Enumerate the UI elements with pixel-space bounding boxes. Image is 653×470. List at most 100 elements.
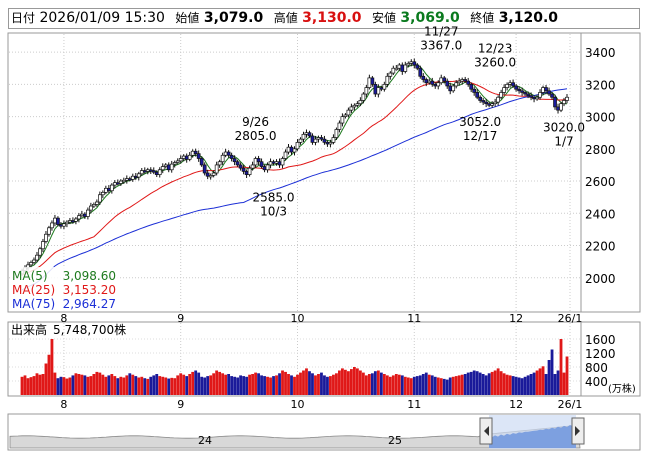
candle-up <box>385 75 390 85</box>
volume-bar <box>293 376 296 395</box>
candle-down <box>373 84 378 95</box>
volume-bar <box>92 374 96 395</box>
candle-down <box>142 170 147 173</box>
volume-bar <box>131 374 135 395</box>
candle-up <box>101 191 105 196</box>
candle-up <box>65 221 69 225</box>
candle-up <box>541 87 545 93</box>
candle-up <box>340 116 345 124</box>
volume-bar <box>86 376 90 395</box>
candle-up <box>211 172 216 176</box>
volume-bar <box>487 373 491 395</box>
candle-up <box>292 148 297 153</box>
volume-bar <box>433 376 437 395</box>
price-panel <box>7 32 582 313</box>
candle-up <box>313 138 318 143</box>
candle-up <box>397 64 402 69</box>
candle-up <box>505 84 509 88</box>
candle-down <box>325 142 330 145</box>
volume-bar <box>430 375 434 395</box>
candle-down <box>514 85 518 90</box>
price-axis-panel <box>580 32 641 313</box>
candle-up <box>349 106 354 111</box>
volume-bar <box>520 378 524 395</box>
volume-bar <box>161 376 165 395</box>
low-value: 3,069.0 <box>400 10 460 26</box>
candle-up <box>499 92 503 98</box>
candle-down <box>244 171 249 175</box>
date-tick-label: 26/1 <box>558 312 583 325</box>
volume-bar <box>484 375 488 395</box>
volume-bar <box>388 376 392 395</box>
volume-bar <box>311 373 314 395</box>
volume-bar <box>32 376 36 395</box>
volume-title: 出来高 5,748,700株 <box>11 322 126 337</box>
candle-up <box>268 161 273 166</box>
candle-down <box>418 67 423 77</box>
candle-down <box>199 158 204 166</box>
candle-down <box>133 175 138 179</box>
volume-tick-label: 1200 <box>585 347 616 361</box>
volume-bar <box>397 374 401 395</box>
volume-bar <box>143 378 147 395</box>
volume-bar <box>475 371 479 395</box>
candle-up <box>388 72 393 77</box>
ma-legend: MA(5) 3,098.60 MA(25) 3,153.20 MA(75) 2,964.2… <box>10 267 118 311</box>
volume-bar <box>269 377 272 395</box>
volume-bar <box>125 375 129 395</box>
candle-up <box>304 132 309 135</box>
volume-bar <box>448 377 452 395</box>
candle-up <box>145 169 150 172</box>
volume-bar <box>385 375 389 395</box>
volume-bar <box>344 369 347 395</box>
candle-up <box>208 175 213 178</box>
candle-up <box>346 109 351 116</box>
candle-up <box>406 63 411 66</box>
volume-bar <box>185 376 189 395</box>
candle-up <box>92 204 96 207</box>
volume-bar <box>481 374 485 395</box>
volume-bar <box>361 372 365 395</box>
candle-down <box>463 79 468 82</box>
candle-down <box>430 80 435 85</box>
volume-date-tick-label: 26/1 <box>558 398 583 411</box>
candle-down <box>553 96 557 108</box>
candle-up <box>175 160 180 163</box>
volume-bar <box>197 372 201 395</box>
candle-down <box>196 153 201 159</box>
volume-bar <box>472 370 476 395</box>
volume-unit: (万株) <box>608 382 636 395</box>
volume-bar <box>116 378 120 395</box>
candle-up <box>355 103 360 106</box>
volume-bar <box>532 372 536 395</box>
candle-down <box>379 87 384 90</box>
volume-bar <box>164 377 168 395</box>
candle-up <box>62 223 66 227</box>
price-tick-label: 3400 <box>585 46 616 60</box>
candle-up <box>181 155 186 159</box>
volume-bar <box>436 377 440 395</box>
candle-up <box>172 162 177 165</box>
low-annotation-value: 3020.0 <box>543 120 585 134</box>
volume-date-tick-label: 11 <box>407 398 421 411</box>
candle-up <box>364 87 369 95</box>
candle-up <box>295 142 300 150</box>
open-label: 始値 <box>175 11 200 25</box>
volume-bar <box>296 374 299 395</box>
candle-down <box>148 169 153 172</box>
volume-bar <box>523 376 527 395</box>
candle-up <box>80 213 84 217</box>
price-tick-label: 2000 <box>585 272 616 286</box>
volume-bar <box>421 374 425 395</box>
volume-bar <box>239 375 243 395</box>
candle-down <box>205 172 210 177</box>
volume-bar <box>490 371 494 395</box>
volume-bar <box>119 376 123 395</box>
volume-bar <box>41 374 45 395</box>
price-axis-labels: 3400 3200 3000 2800 2600 2400 2200 2000 <box>585 46 616 286</box>
candle-up <box>220 154 225 163</box>
candle-down <box>478 96 483 101</box>
navigator[interactable]: 24 25 <box>9 415 585 449</box>
candle-down <box>277 161 282 166</box>
